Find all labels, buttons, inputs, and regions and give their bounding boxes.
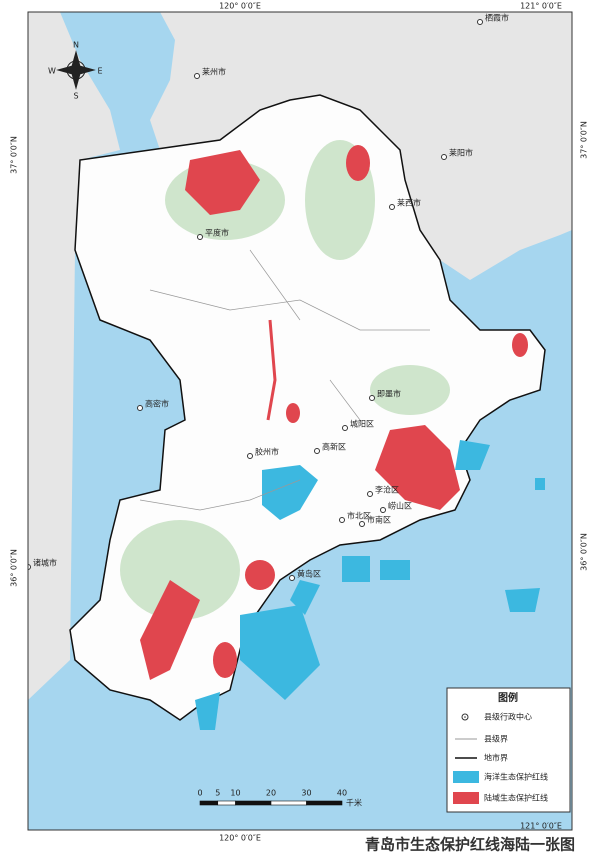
- place-dot: [314, 448, 320, 454]
- place-dot: [367, 491, 373, 497]
- place-dot: [194, 73, 200, 79]
- scale-label: 40: [337, 789, 347, 798]
- caption: 青岛市生态保护红线海陆一张图: [365, 836, 575, 854]
- compass-n: N: [73, 41, 79, 50]
- place-label: 胶州市: [255, 447, 279, 457]
- place-label: 即墨市: [377, 389, 401, 399]
- scale-label: 5: [215, 789, 220, 798]
- legend-item: 县级行政中心: [484, 712, 532, 722]
- grid-label: 37° 0′0″N: [10, 136, 19, 174]
- scale-segment: [199, 800, 219, 806]
- compass-w: W: [48, 67, 56, 76]
- place-label: 高密市: [145, 399, 169, 409]
- place-label: 莱西市: [397, 198, 421, 208]
- place-dot: [389, 204, 395, 210]
- scale-unit: 千米: [346, 798, 362, 808]
- place-dot: [380, 507, 386, 513]
- scale-segment: [235, 800, 272, 806]
- sea-red-line: [195, 440, 545, 730]
- legend-item: 陆域生态保护红线: [484, 793, 548, 803]
- grid-label: 37° 0′0″N: [580, 121, 589, 159]
- place-dot: [289, 575, 295, 581]
- legend-item: 地市界: [484, 753, 508, 763]
- county-borders: [139, 249, 430, 511]
- place-label: 崂山区: [388, 501, 412, 511]
- place-dot: [137, 405, 143, 411]
- scale-segment: [217, 800, 236, 806]
- place-label: 高新区: [322, 442, 346, 452]
- map-frame: [27, 11, 573, 831]
- scale-segment: [306, 800, 343, 806]
- place-label: 城阳区: [350, 420, 374, 429]
- place-label: 市北区: [347, 511, 371, 521]
- scale-label: 0: [197, 789, 202, 798]
- scale-label: 20: [266, 789, 276, 798]
- place-label: 诸城市: [33, 558, 57, 568]
- land: [28, 12, 572, 700]
- place-label: 市南区: [367, 515, 391, 525]
- place-dot: [359, 521, 365, 527]
- scale-label: 30: [301, 789, 311, 798]
- place-label: 莱州市: [202, 67, 226, 77]
- place-dot: [247, 453, 253, 459]
- place-label: 平度市: [205, 228, 229, 238]
- legend-item: 海洋生态保护红线: [484, 772, 548, 782]
- place-label: 莱阳市: [449, 148, 473, 158]
- place-dot: [28, 564, 31, 570]
- grid-label: 120° 0′0″E: [219, 834, 261, 843]
- grid-label: 36° 0′0″N: [10, 549, 19, 587]
- grid-label: 121° 0′0″E: [520, 2, 562, 11]
- place-dot: [369, 395, 375, 401]
- land-red-line: [140, 145, 528, 680]
- legend-title: 图例: [498, 691, 518, 704]
- place-dot: [197, 234, 203, 240]
- compass-s: S: [73, 92, 78, 101]
- place-dot: [441, 154, 447, 160]
- grid-label: 36° 0′0″N: [580, 533, 589, 571]
- grid-label: 121° 0′0″E: [520, 822, 562, 831]
- place-dot: [477, 19, 483, 25]
- place-label: 黄岛区: [297, 569, 321, 579]
- scale-segment: [270, 800, 307, 806]
- legend: 图例 县级行政中心 县级界 地市界 海洋生态保护红线 陆域生态保护红线: [446, 687, 571, 813]
- place-label: 栖霞市: [485, 13, 509, 23]
- compass: N S W E: [48, 41, 102, 101]
- place-dot: [339, 517, 345, 523]
- place-dot: [342, 425, 348, 431]
- legend-item: 县级界: [484, 734, 508, 744]
- compass-e: E: [97, 67, 102, 76]
- place-label: 李沧区: [375, 485, 399, 495]
- scale-label: 10: [230, 789, 240, 798]
- grid-label: 120° 0′0″E: [219, 2, 261, 11]
